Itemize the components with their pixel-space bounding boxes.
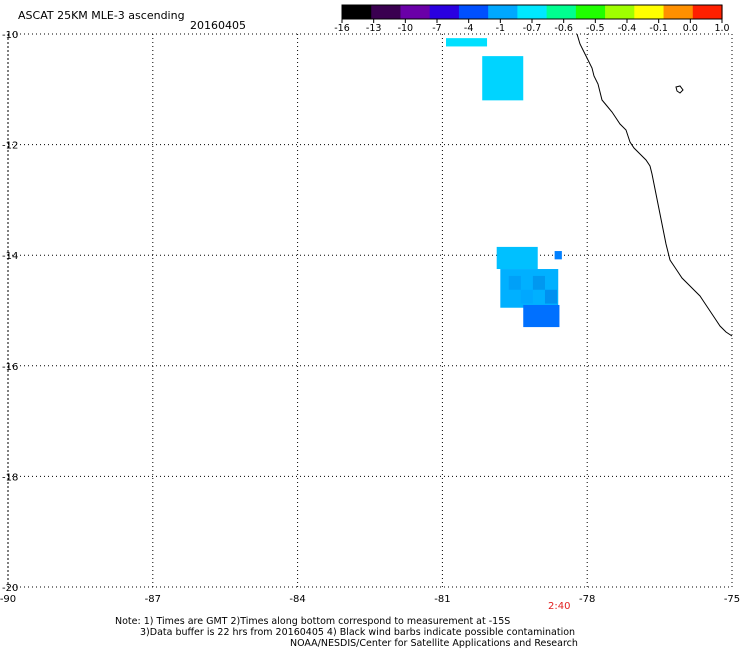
- note-line-1: Note: 1) Times are GMT 2)Times along bot…: [115, 616, 511, 627]
- colorbar-label: -0.4: [618, 23, 637, 34]
- wind-cell: [496, 246, 538, 270]
- wind-cell: [544, 289, 558, 304]
- wind-cell: [523, 304, 560, 328]
- colorbar-label: -0.6: [554, 23, 573, 34]
- latitude-label: -20: [2, 583, 18, 594]
- wind-cell: [520, 289, 533, 304]
- note-line-2: 3)Data buffer is 22 hrs from 20160405 4)…: [140, 627, 576, 638]
- colorbar-label: -0.1: [649, 23, 668, 34]
- colorbar-segment: [400, 5, 431, 19]
- wind-cell: [446, 38, 488, 47]
- latitude-label: -12: [2, 141, 18, 152]
- colorbar-segment: [575, 5, 606, 19]
- gridlines: [7, 33, 733, 588]
- longitude-label: -90: [0, 594, 16, 605]
- wind-data-cells: [446, 38, 562, 328]
- wind-cell: [482, 56, 524, 101]
- colorbar-segment: [488, 5, 518, 19]
- plot-frame: [7, 33, 733, 588]
- colorbar-segment: [458, 5, 489, 19]
- wind-cell: [532, 275, 545, 290]
- colorbar-segment: [342, 5, 372, 19]
- colorbar-label: -0.7: [523, 23, 542, 34]
- longitude-label: -75: [724, 594, 740, 605]
- coastline-peru: [576, 33, 733, 337]
- latitude-label: -10: [2, 30, 18, 41]
- note-line-3: NOAA/NESDIS/Center for Satellite Applica…: [290, 638, 578, 649]
- latitude-label: -18: [2, 472, 18, 483]
- wind-cell: [508, 275, 521, 290]
- coastline: [576, 33, 733, 337]
- colorbar-label: -16: [334, 23, 350, 34]
- colorbar-segment: [663, 5, 694, 19]
- colorbar-segment: [634, 5, 665, 19]
- colorbar-label: -0.5: [586, 23, 605, 34]
- longitude-label: -84: [289, 594, 305, 605]
- colorbar-label: 1.0: [714, 23, 729, 34]
- product-date: 20160405: [190, 19, 246, 32]
- colorbar-segment: [371, 5, 402, 19]
- colorbar-segment: [546, 5, 577, 19]
- latitude-label: -16: [2, 362, 18, 373]
- colorbar-segment: [517, 5, 548, 19]
- wind-cell: [554, 251, 562, 260]
- colorbar-label: -13: [366, 23, 382, 34]
- colorbar-segment: [429, 5, 460, 19]
- colorbar-label: -4: [464, 23, 473, 34]
- lake-titicaca: [675, 85, 684, 94]
- colorbar-label: 0.0: [683, 23, 698, 34]
- longitude-label: -78: [579, 594, 595, 605]
- product-title: ASCAT 25KM MLE-3 ascending: [18, 9, 185, 22]
- colorbar-label: -7: [432, 23, 441, 34]
- pass-time-label: 2:40: [548, 601, 571, 612]
- longitude-label: -87: [145, 594, 161, 605]
- axis-tick-labels: -90 -87 -84 -81 -78 -75 -10 -12 -14 -16 -18 -20: [0, 30, 740, 605]
- colorbar-segment: [692, 5, 723, 19]
- colorbar: -16 -13 -10 -7 -4 -1 -0.7 -0.6 -0.5 -0.4 -0.1 0.0 1.…: [334, 4, 730, 34]
- latitude-label: -14: [2, 251, 18, 262]
- longitude-label: -81: [434, 594, 450, 605]
- colorbar-label: -10: [398, 23, 414, 34]
- colorbar-segment: [605, 5, 635, 19]
- colorbar-label: -1: [496, 23, 505, 34]
